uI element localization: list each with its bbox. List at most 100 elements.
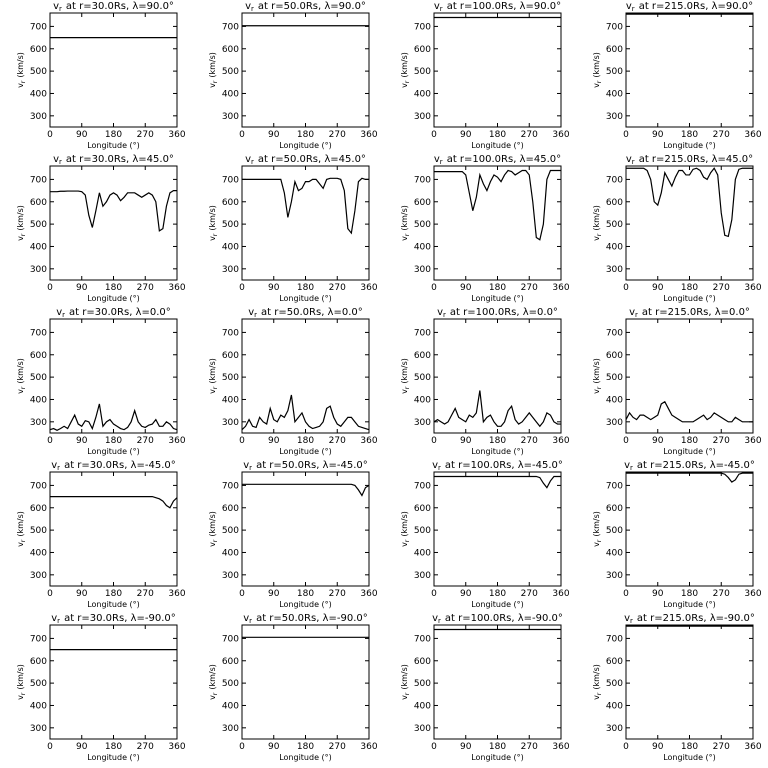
ylabel-subscript: r xyxy=(596,80,603,83)
y-tick-label: 700 xyxy=(606,22,623,32)
x-tick-label: 180 xyxy=(105,742,122,752)
x-axis-label: Longitude (°) xyxy=(279,141,332,150)
x-tick-label: 90 xyxy=(76,130,88,140)
ylabel-symbol: v xyxy=(592,83,601,88)
y-axis-label: vr (km/s) xyxy=(592,511,603,547)
title-symbol: v xyxy=(245,1,251,12)
ylabel-text: (km/s) xyxy=(400,52,409,78)
data-line xyxy=(625,400,753,423)
x-tick-label: 0 xyxy=(623,742,629,752)
y-tick-label: 600 xyxy=(222,198,239,208)
x-axis-label: Longitude (°) xyxy=(87,294,140,303)
panel-title: vr at r=50.0Rs, λ=0.0° xyxy=(248,307,363,319)
panel-title: vr at r=100.0Rs, λ=-90.0° xyxy=(432,613,563,625)
x-tick-label: 90 xyxy=(76,436,88,446)
panel-title: vr at r=50.0Rs, λ=45.0° xyxy=(245,154,366,166)
x-tick-label: 360 xyxy=(168,742,185,752)
y-tick-label: 700 xyxy=(222,328,239,338)
x-tick-label: 90 xyxy=(460,436,472,446)
x-tick-label: 360 xyxy=(552,436,569,446)
ylabel-symbol: v xyxy=(592,389,601,394)
y-tick-label: 400 xyxy=(30,701,47,711)
y-tick-label: 400 xyxy=(606,395,623,405)
x-tick-label: 90 xyxy=(268,283,280,293)
ylabel-text: (km/s) xyxy=(592,664,601,690)
y-tick-label: 300 xyxy=(30,724,47,734)
x-tick-label: 270 xyxy=(137,436,154,446)
x-tick-label: 180 xyxy=(105,436,122,446)
x-tick-label: 0 xyxy=(431,436,437,446)
ylabel-symbol: v xyxy=(208,236,217,241)
panel-title: vr at r=100.0Rs, λ=-45.0° xyxy=(432,460,563,472)
y-tick-label: 600 xyxy=(414,351,431,361)
x-tick-label: 180 xyxy=(489,130,506,140)
y-tick-label: 600 xyxy=(414,45,431,55)
x-tick-label: 270 xyxy=(521,742,538,752)
title-symbol: v xyxy=(437,307,443,318)
title-text: at r=100.0Rs, λ=-90.0° xyxy=(445,613,563,624)
ylabel-subscript: r xyxy=(20,539,27,542)
ylabel-text: (km/s) xyxy=(400,205,409,231)
y-axis-label: vr (km/s) xyxy=(16,52,27,88)
panel: vr at r=100.0Rs, λ=-45.0°vr(km/s)Longitud… xyxy=(400,460,570,609)
x-tick-label: 270 xyxy=(137,589,154,599)
x-axis-label: Longitude (°) xyxy=(471,141,524,150)
y-tick-label: 700 xyxy=(30,328,47,338)
title-subscript: r xyxy=(440,158,443,166)
x-tick-label: 360 xyxy=(168,436,185,446)
plot-frame xyxy=(49,12,178,128)
x-tick-label: 180 xyxy=(489,283,506,293)
y-tick-label: 400 xyxy=(414,701,431,711)
y-axis-label: vr (km/s) xyxy=(400,205,411,241)
panel: vr at r=30.0Rs, λ=-45.0°vr(km/s)Longitude… xyxy=(16,460,186,609)
x-tick-label: 90 xyxy=(652,283,664,293)
x-tick-label: 270 xyxy=(329,742,346,752)
ylabel-subscript: r xyxy=(212,539,219,542)
y-tick-label: 300 xyxy=(414,724,431,734)
title-symbol: v xyxy=(432,460,438,471)
y-axis-label: vr (km/s) xyxy=(208,511,219,547)
plot-frame xyxy=(49,624,178,740)
title-subscript: r xyxy=(57,464,60,472)
x-tick-label: 90 xyxy=(76,589,88,599)
title-text: at r=30.0Rs, λ=45.0° xyxy=(66,154,174,165)
plot-frame xyxy=(625,12,754,128)
x-tick-label: 180 xyxy=(489,589,506,599)
data-line xyxy=(50,189,177,232)
panel: vr at r=215.0Rs, λ=90.0°vr(km/s)Longitude… xyxy=(592,1,762,150)
panel: vr at r=30.0Rs, λ=0.0°vr(km/s)Longitude (… xyxy=(16,307,186,456)
panel-title: vr at r=215.0Rs, λ=45.0° xyxy=(626,154,753,166)
x-axis-label: Longitude (°) xyxy=(279,600,332,609)
y-tick-label: 500 xyxy=(222,373,239,383)
title-text: at r=30.0Rs, λ=90.0° xyxy=(66,1,174,12)
y-tick-label: 600 xyxy=(414,198,431,208)
x-tick-label: 270 xyxy=(713,589,730,599)
title-subscript: r xyxy=(59,158,62,166)
title-subscript: r xyxy=(249,617,252,625)
title-subscript: r xyxy=(630,617,633,625)
ylabel-symbol: v xyxy=(400,389,409,394)
ylabel-symbol: v xyxy=(400,542,409,547)
y-tick-label: 400 xyxy=(30,395,47,405)
y-tick-label: 300 xyxy=(30,265,47,275)
y-tick-label: 300 xyxy=(606,418,623,428)
y-tick-label: 300 xyxy=(30,418,47,428)
y-tick-label: 500 xyxy=(414,526,431,536)
y-axis-label: vr (km/s) xyxy=(592,52,603,88)
x-axis-label: Longitude (°) xyxy=(279,753,332,762)
title-subscript: r xyxy=(438,464,441,472)
y-tick-label: 400 xyxy=(414,242,431,252)
y-tick-label: 300 xyxy=(222,265,239,275)
x-tick-label: 360 xyxy=(552,283,569,293)
x-tick-label: 0 xyxy=(47,742,53,752)
x-tick-label: 360 xyxy=(744,130,761,140)
y-tick-label: 400 xyxy=(222,89,239,99)
x-tick-label: 270 xyxy=(713,436,730,446)
title-symbol: v xyxy=(243,460,249,471)
y-axis-label: vr (km/s) xyxy=(208,52,219,88)
x-tick-label: 90 xyxy=(460,742,472,752)
y-tick-label: 300 xyxy=(30,112,47,122)
title-subscript: r xyxy=(635,311,638,319)
y-tick-label: 600 xyxy=(222,351,239,361)
title-text: at r=215.0Rs, λ=90.0° xyxy=(639,1,753,12)
